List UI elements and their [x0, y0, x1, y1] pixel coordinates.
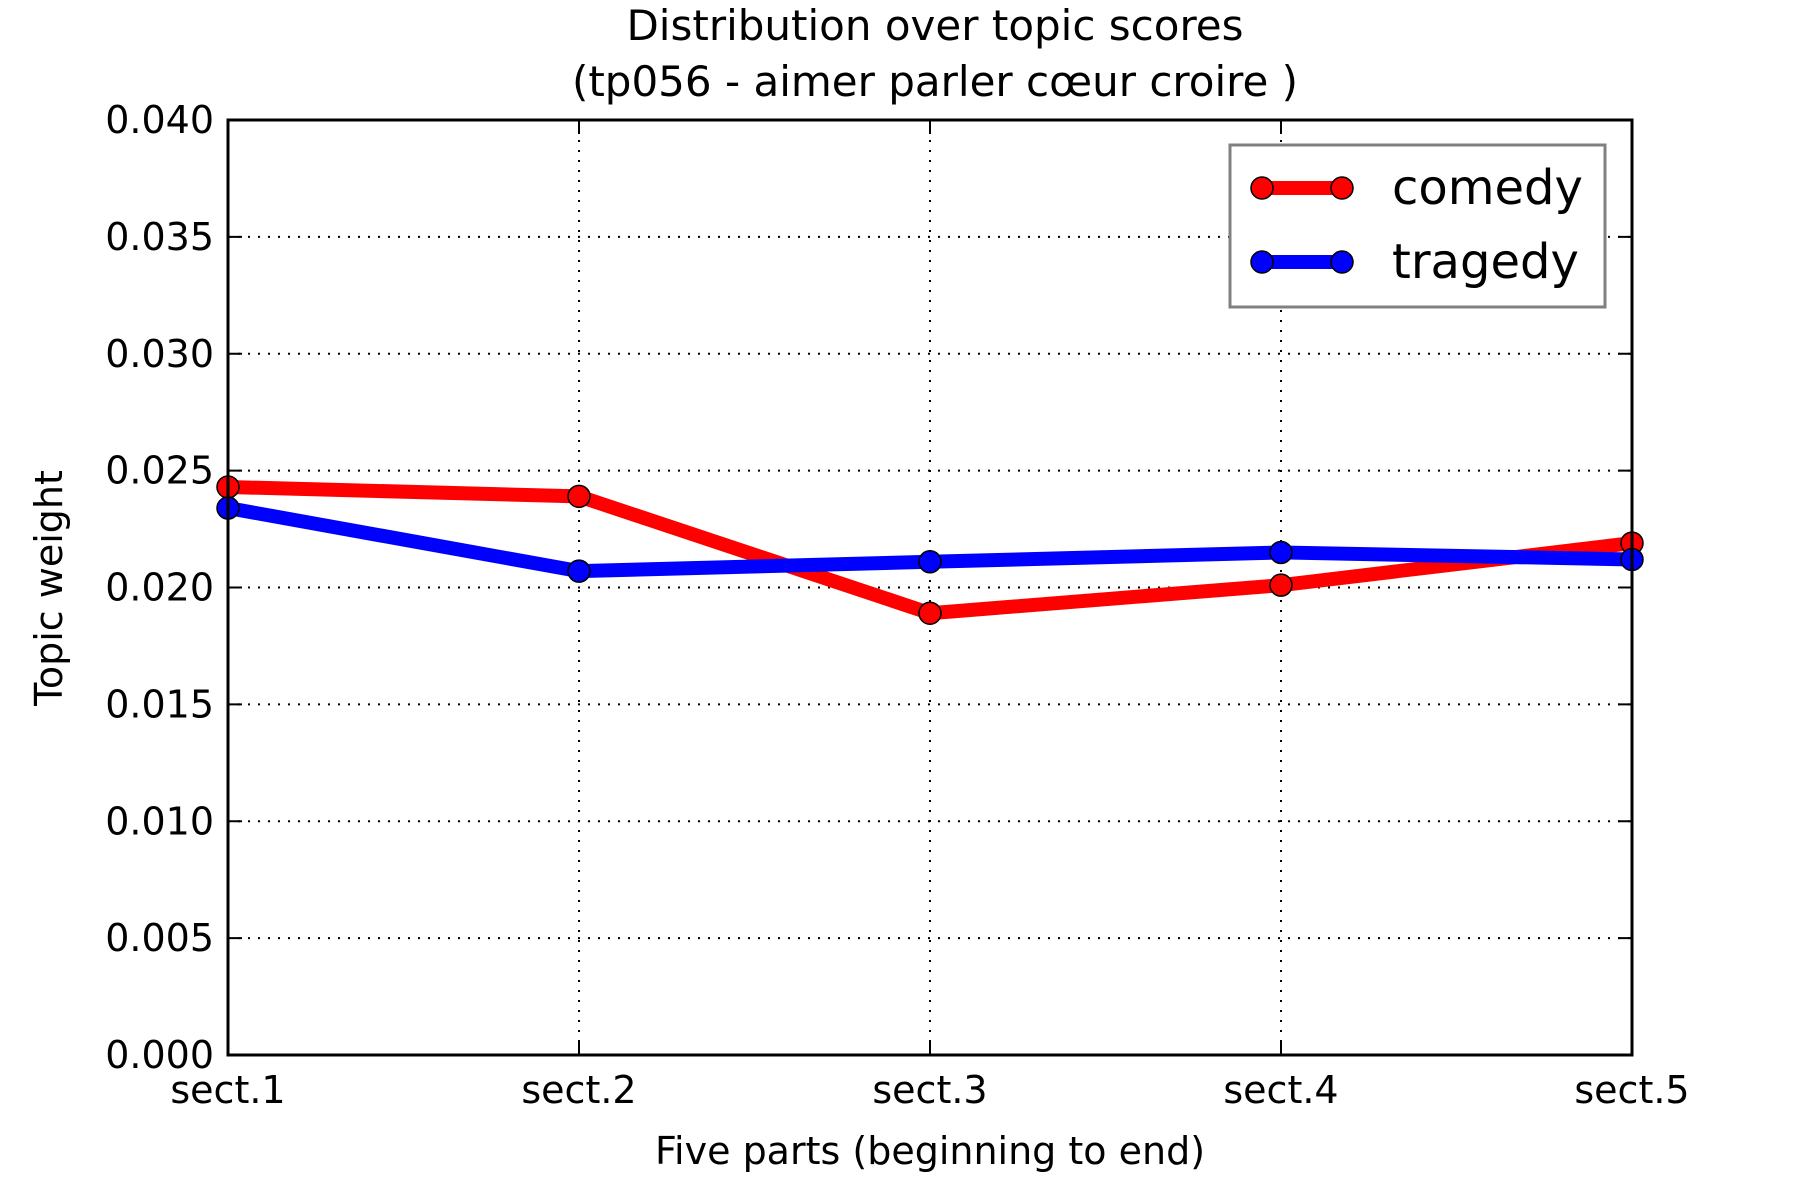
series-comedy [216, 475, 1644, 625]
data-point-tragedy [1269, 540, 1293, 565]
x-tick-label: sect.2 [521, 1068, 636, 1112]
legend-marker [1330, 176, 1354, 200]
legend-box [1228, 143, 1607, 309]
y-tick-label: 0.030 [105, 332, 214, 376]
legend-item-tragedy: tragedy [1250, 234, 1579, 290]
y-axis-label: Topic weight [27, 470, 71, 707]
data-point-comedy [567, 484, 591, 509]
legend-marker [1330, 250, 1354, 274]
x-tick-label: sect.3 [872, 1068, 987, 1112]
legend-item-comedy: comedy [1250, 160, 1583, 216]
x-tick-label: sect.5 [1574, 1068, 1689, 1112]
data-point-tragedy [567, 559, 591, 583]
y-tick-label: 0.025 [105, 449, 214, 493]
x-tick-label: sect.1 [170, 1068, 285, 1112]
x-axis-label: Five parts (beginning to end) [655, 1129, 1205, 1173]
chart-subtitle: (tp056 - aimer parler cœur croire ) [572, 57, 1298, 106]
data-point-comedy [1269, 573, 1293, 597]
legend-marker [1250, 250, 1274, 274]
legend-marker [1250, 176, 1274, 200]
legend-label: tragedy [1392, 234, 1579, 290]
legend: comedy tragedy [1228, 143, 1607, 309]
legend-label: comedy [1392, 160, 1583, 216]
y-tick-label: 0.005 [105, 916, 214, 960]
data-point-comedy [918, 601, 942, 625]
axis-ticks: 0.000 0.005 0.010 0.015 0.020 0.025 0.030 0.035… [105, 98, 1689, 1112]
plot-area-frame [226, 118, 1634, 1057]
y-tick-label: 0.010 [105, 799, 214, 843]
y-tick-label: 0.040 [105, 98, 214, 142]
plot-series [216, 475, 1644, 625]
y-tick-label: 0.015 [105, 682, 214, 726]
x-tick-label: sect.4 [1223, 1068, 1338, 1112]
data-point-tragedy [918, 550, 942, 574]
y-tick-label: 0.020 [105, 566, 214, 610]
y-tick-label: 0.000 [105, 1033, 214, 1077]
chart-title: Distribution over topic scores [626, 1, 1243, 50]
y-tick-label: 0.035 [105, 215, 214, 259]
